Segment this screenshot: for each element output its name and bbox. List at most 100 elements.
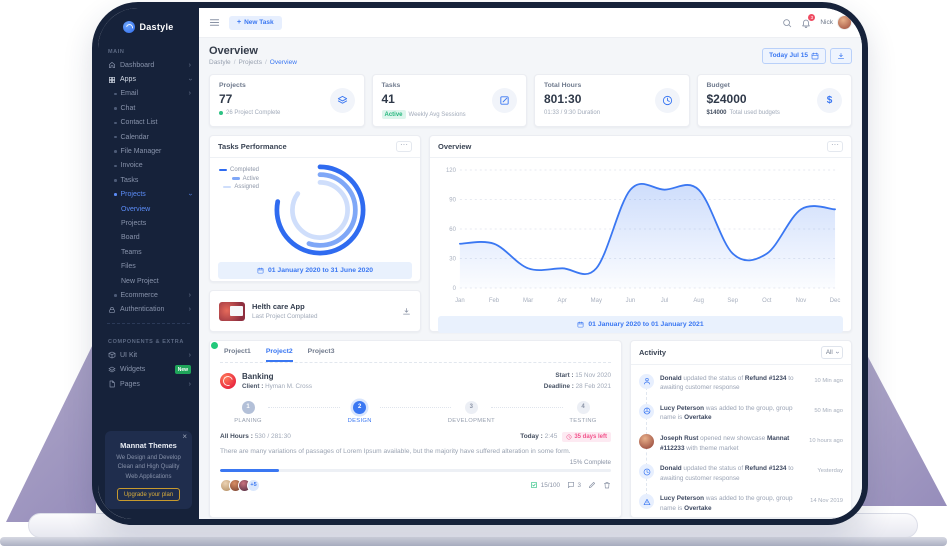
progress-label: 15% Complete: [569, 458, 611, 466]
more-menu-button[interactable]: ···: [827, 141, 843, 152]
bullet-icon: [114, 164, 117, 168]
svg-text:Feb: Feb: [489, 298, 500, 304]
tab-project1[interactable]: Project1: [224, 348, 251, 355]
activity-item[interactable]: Donald updated the status of Refund #123…: [639, 368, 843, 406]
sidebar-item-dashboard[interactable]: Dashboard ›: [98, 58, 199, 72]
days-left-badge: 35 days left: [562, 431, 611, 442]
sidebar-item-projects[interactable]: Projects ›: [98, 188, 199, 202]
sidebar-item-calendar[interactable]: Calendar: [98, 130, 199, 144]
laptop-base-strip: [0, 537, 947, 546]
sidebar-item-ecommerce[interactable]: Ecommerce ›: [98, 288, 199, 302]
close-icon[interactable]: ×: [182, 432, 187, 442]
sidebar-item-files[interactable]: Files: [121, 263, 136, 271]
breadcrumb-item-current: Overview: [262, 59, 297, 66]
chevron-right-icon: ›: [188, 291, 191, 299]
chevron-right-icon: ›: [188, 306, 191, 314]
sidebar-item-board[interactable]: Board: [121, 234, 140, 242]
sidebar-item-email[interactable]: Email ›: [98, 87, 199, 101]
bullet-icon: [114, 294, 117, 297]
sidebar-item-widgets[interactable]: Widgets New: [98, 362, 199, 376]
layers-icon: [108, 366, 116, 372]
download-icon[interactable]: [402, 307, 411, 316]
tab-project3[interactable]: Project3: [307, 348, 335, 355]
tasks-performance-card: Tasks Performance ··· Completed Active A…: [209, 135, 421, 282]
project-logo: [220, 373, 236, 390]
more-menu-button[interactable]: ···: [396, 141, 412, 152]
date-range-button[interactable]: 01 January 2020 to 01 January 2021: [438, 316, 843, 333]
sidebar: Dastyle MAIN Dashboard › Apps › Email › C…: [98, 8, 199, 519]
sidebar-item-tasks[interactable]: Tasks: [98, 173, 199, 187]
logo-icon: [123, 21, 136, 33]
project-client: Client : Hyman M. Cross: [242, 383, 312, 391]
tab-project2[interactable]: Project2: [265, 348, 293, 362]
svg-text:90: 90: [449, 197, 456, 203]
svg-text:Apr: Apr: [558, 298, 567, 304]
chevron-right-icon: ›: [188, 90, 191, 98]
menu-toggle-button[interactable]: [209, 17, 220, 28]
sidebar-item-contact-list[interactable]: Contact List: [98, 116, 199, 130]
breadcrumb-item[interactable]: Projects: [231, 59, 262, 66]
sidebar-item-invoice[interactable]: Invoice: [98, 159, 199, 173]
breadcrumb-item[interactable]: Dastyle: [209, 59, 231, 66]
svg-text:Nov: Nov: [796, 298, 807, 304]
sidebar-item-apps[interactable]: Apps ›: [98, 72, 199, 86]
activity-filter-dropdown[interactable]: All ›: [820, 346, 843, 359]
aperture-icon: [639, 403, 654, 419]
date-filter-button[interactable]: Today Jul 15: [762, 47, 826, 64]
svg-text:120: 120: [446, 168, 457, 174]
area-chart: 0 30 60 90 120 Jan Feb Mar Apr May Jun Jul Aug Sep Oct…: [446, 168, 841, 304]
delete-button[interactable]: [603, 481, 611, 489]
sidebar-item-pages[interactable]: Pages ›: [98, 377, 199, 391]
activity-item[interactable]: Lucy Peterson was added to the group, gr…: [639, 398, 843, 436]
activity-item[interactable]: Lucy Peterson was added to the group, gr…: [639, 489, 843, 517]
sidebar-item-projects-sub[interactable]: Projects: [121, 219, 147, 227]
svg-text:Dec: Dec: [830, 298, 841, 304]
activity-text: Lucy Peterson was added to the group, gr…: [660, 495, 793, 512]
calendar-icon: [577, 321, 584, 328]
app-logo[interactable]: Dastyle: [98, 14, 199, 40]
sidebar-item-overview[interactable]: Overview: [121, 205, 151, 213]
stat-card-budget: Budget $24000 $14000 Total used budgets $: [696, 74, 852, 127]
activity-item[interactable]: Joseph Rust opened new showcase Mannat #…: [639, 428, 843, 466]
page-content: Overview Dastyle Projects Overview Today…: [199, 38, 862, 519]
sidebar-item-ui-kit[interactable]: UI Kit ›: [98, 348, 199, 362]
upgrade-plan-button[interactable]: Upgrade your plan: [116, 488, 181, 501]
edit-button[interactable]: [588, 481, 596, 489]
notifications-button[interactable]: 3: [801, 13, 816, 28]
chat-icon: [567, 482, 574, 489]
step-development[interactable]: 3 DEVELOPMENT: [448, 400, 495, 424]
stat-card-tasks: Tasks 41 Active Weekly Avg Sessions: [371, 74, 527, 127]
calendar-icon: [257, 267, 264, 274]
user-icon: [639, 373, 654, 389]
sidebar-item-file-manager[interactable]: File Manager: [98, 144, 199, 158]
sidebar-item-authentication[interactable]: Authentication ›: [98, 303, 199, 317]
sidebar-item-chat[interactable]: Chat: [98, 101, 199, 115]
search-icon: [783, 18, 792, 27]
step-planning[interactable]: 1 PLANING: [228, 400, 268, 424]
sidebar-item-new-project[interactable]: New Project: [121, 277, 159, 285]
more-avatars-badge[interactable]: +5: [247, 478, 260, 492]
activity-item[interactable]: Donald updated the status of Refund #123…: [639, 459, 843, 497]
logo-text: Dastyle: [139, 22, 174, 32]
date-range-button[interactable]: 01 January 2020 to 31 June 2020: [218, 262, 412, 279]
comments-button[interactable]: 3: [567, 481, 581, 489]
completed-project-card[interactable]: Helth care App Last Project Complated: [209, 290, 421, 332]
svg-text:0: 0: [453, 286, 457, 292]
download-icon: [838, 52, 844, 59]
calendar-icon: [811, 52, 819, 59]
project-details-card: Project1 Project2 Project3 Banking Clien…: [209, 340, 622, 518]
breadcrumb: Dastyle Projects Overview: [209, 59, 297, 66]
export-button[interactable]: [830, 47, 852, 64]
step-testing[interactable]: 4 TESTING: [563, 400, 603, 424]
user-name: Nick: [820, 19, 833, 26]
card-title: Activity: [639, 348, 667, 357]
activity-text: Donald updated the status of Refund #123…: [660, 374, 794, 392]
step-design[interactable]: 2 DESIGN: [340, 400, 380, 424]
trash-icon: [604, 482, 610, 489]
user-menu[interactable]: Nick: [820, 15, 852, 30]
legend-swatch-completed: [219, 168, 227, 172]
search-button[interactable]: [782, 18, 792, 28]
card-title: Overview: [438, 142, 472, 151]
new-task-button[interactable]: + New Task: [229, 15, 282, 30]
sidebar-item-teams[interactable]: Teams: [121, 248, 142, 256]
